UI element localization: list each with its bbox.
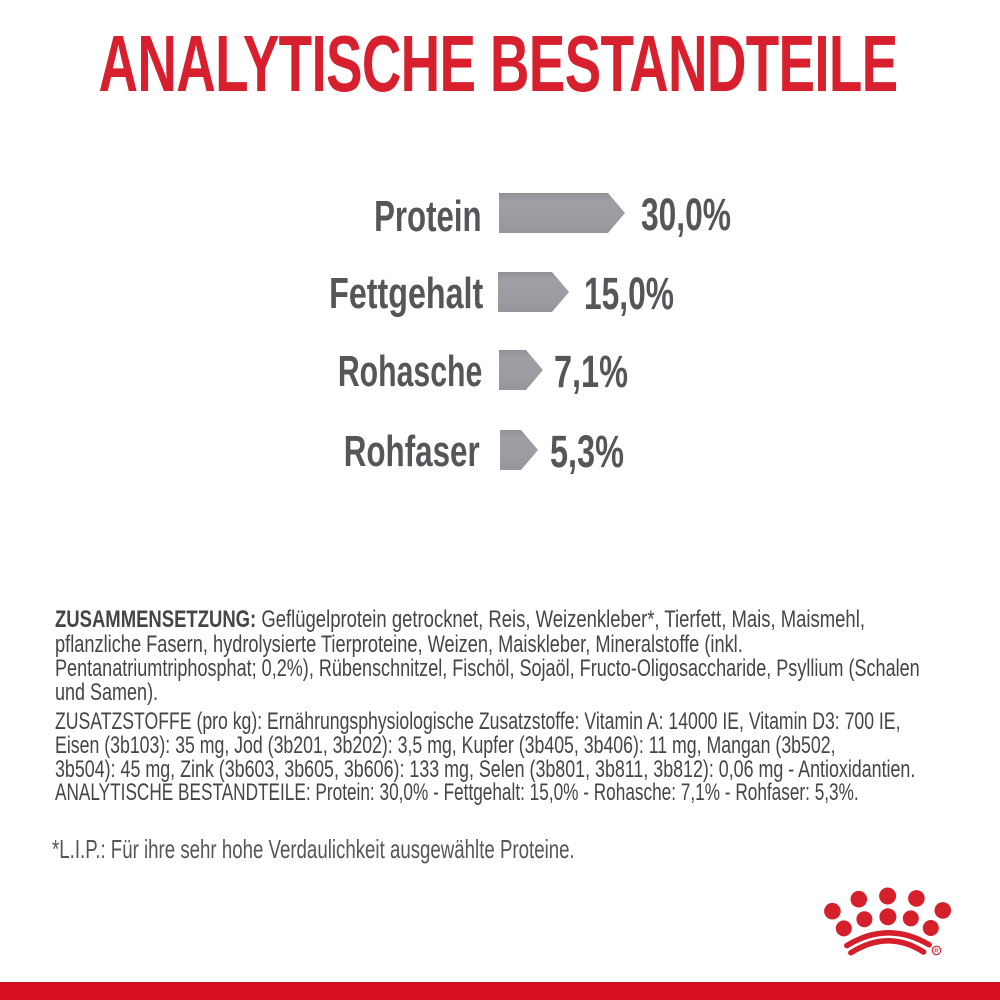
svg-text:R: R — [934, 948, 938, 954]
